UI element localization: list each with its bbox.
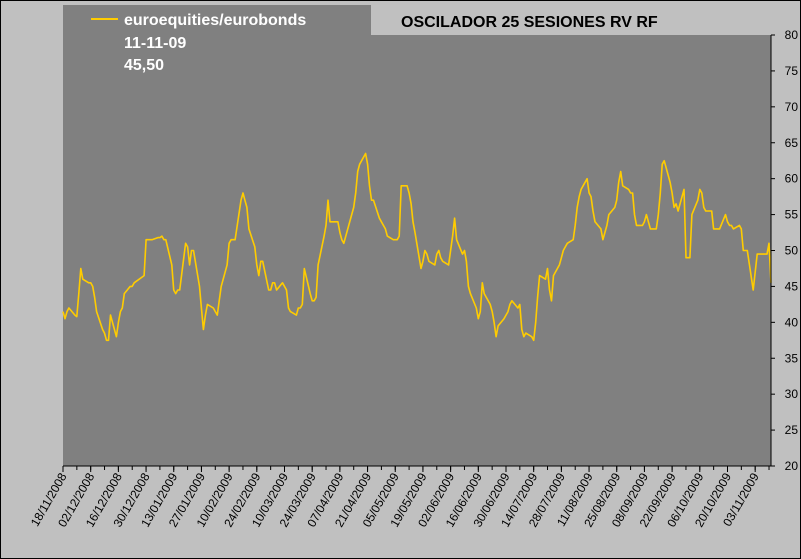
y-tick-label: 40 [785, 315, 799, 329]
y-tick-label: 20 [785, 459, 799, 473]
plot-area [63, 35, 771, 466]
series-group [62, 152, 772, 342]
series-line-euroequities-eurobonds [62, 152, 772, 342]
legend: euroequities/eurobonds 11-11-09 45,50 [63, 5, 371, 83]
y-tick-label: 35 [785, 351, 799, 365]
y-tick-label: 70 [785, 100, 799, 114]
legend-series-name: euroequities/eurobonds [124, 12, 306, 29]
y-tick-label: 60 [785, 172, 799, 186]
y-axis: 20 25 30 35 40 45 50 55 60 65 70 75 80 [770, 28, 799, 473]
legend-value: 45,50 [124, 57, 164, 74]
legend-date: 11-11-09 [124, 35, 186, 52]
y-tick-label: 65 [785, 136, 799, 150]
y-tick-label: 50 [785, 244, 799, 258]
y-tick-label: 75 [785, 64, 799, 78]
y-tick-label: 55 [785, 208, 799, 222]
y-tick-label: 25 [785, 423, 799, 437]
y-tick-label: 45 [785, 279, 799, 293]
y-tick-label: 30 [785, 387, 799, 401]
y-tick-label: 80 [785, 28, 799, 42]
x-axis: 18/11/200802/12/200816/12/200830/12/2008… [28, 465, 771, 530]
chart-title: OSCILADOR 25 SESIONES RV RF [401, 14, 658, 31]
